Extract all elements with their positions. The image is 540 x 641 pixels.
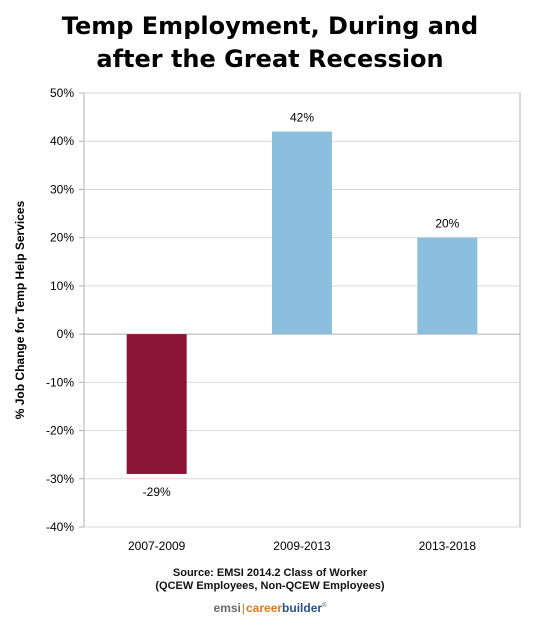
x-tick-label: 2013-2018 <box>419 539 477 553</box>
logo-builder: builder <box>282 601 323 615</box>
bar <box>417 237 478 335</box>
logo-registered-mark: ® <box>322 603 327 609</box>
y-tick-label: -20% <box>46 424 74 438</box>
y-tick-label: -40% <box>46 520 74 534</box>
chart-title: Temp Employment, During and after the Gr… <box>0 10 540 76</box>
y-tick-label: -10% <box>46 375 74 389</box>
logo-emsi: emsi <box>213 601 241 615</box>
bar <box>126 334 187 474</box>
data-label: -29% <box>143 485 171 499</box>
y-tick-label: 40% <box>50 134 74 148</box>
x-tick-label: 2007-2009 <box>128 539 186 553</box>
y-tick-label: -30% <box>46 472 74 486</box>
emsi-careerbuilder-logo: emsi|careerbuilder® <box>0 598 540 616</box>
y-tick-label: 30% <box>50 182 74 196</box>
y-tick-label: 20% <box>50 231 74 245</box>
chart-title-line-1: Temp Employment, During and <box>61 12 479 40</box>
bar <box>272 131 332 335</box>
chart-title-line-2: after the Great Recession <box>96 45 444 73</box>
y-tick-label: 50% <box>50 86 74 100</box>
logo-career: career <box>246 601 283 615</box>
source-line-1: Source: EMSI 2014.2 Class of Worker <box>172 567 368 579</box>
logo-separator: | <box>241 601 245 615</box>
data-label: 20% <box>435 217 459 231</box>
x-tick-label: 2009-2013 <box>273 539 331 553</box>
y-tick-label: 10% <box>50 279 74 293</box>
data-label: 42% <box>290 111 314 125</box>
source-note: Source: EMSI 2014.2 Class of Worker (QCE… <box>0 567 540 593</box>
source-line-2: (QCEW Employees, Non-QCEW Employees) <box>155 580 385 592</box>
y-tick-label: 0% <box>57 327 75 341</box>
